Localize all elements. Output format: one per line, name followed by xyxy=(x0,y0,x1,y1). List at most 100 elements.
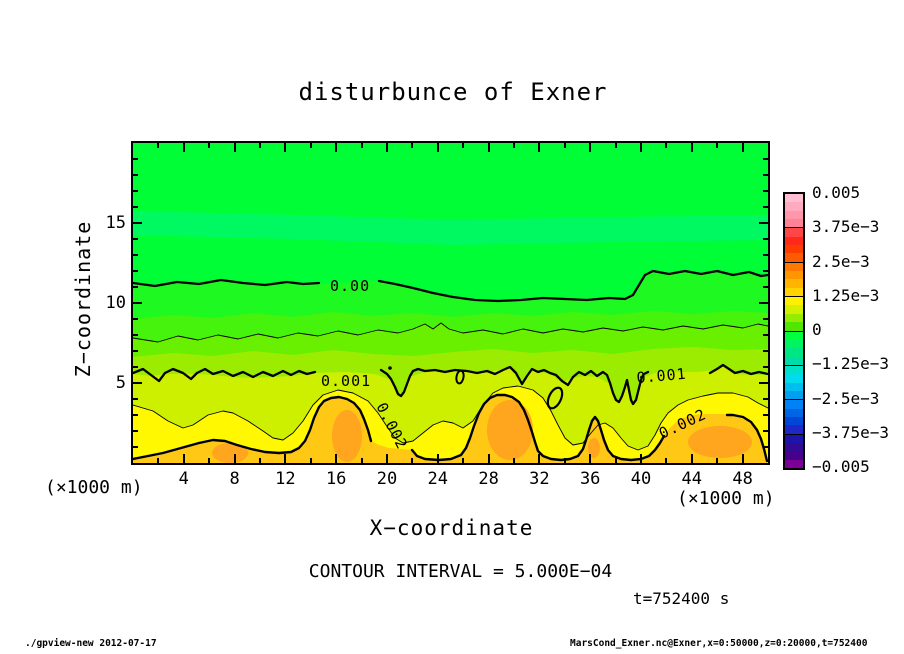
figure-title: disturbunce of Exner xyxy=(298,78,608,106)
colorbar xyxy=(783,192,805,470)
contour-line-0.001-mid xyxy=(379,365,650,406)
tick-mark xyxy=(386,454,388,463)
contour-label-zero: 0.00 xyxy=(330,277,370,295)
footer-command: ./gpview-new 2012-07-17 xyxy=(25,638,157,649)
tick-mark xyxy=(763,398,768,400)
colorbar-label: 0.005 xyxy=(812,183,861,202)
colorbar-segment xyxy=(785,261,803,297)
tick-mark xyxy=(133,286,138,288)
tick-mark xyxy=(133,318,138,320)
x-tick-label: 16 xyxy=(325,469,347,489)
x-tick-label: 24 xyxy=(427,469,449,489)
tick-mark xyxy=(133,190,138,192)
tick-mark xyxy=(133,366,138,368)
fill-core-orange-2 xyxy=(332,410,362,462)
y-tick-label: 10 xyxy=(105,293,126,313)
contour-field: 0.00 0.001 0.001 0.002 0.002 xyxy=(133,143,768,463)
tick-mark xyxy=(259,143,261,148)
tick-mark xyxy=(208,143,211,148)
tick-mark xyxy=(133,206,138,208)
x-tick-label: 8 xyxy=(229,469,240,489)
tick-mark xyxy=(763,350,768,352)
tick-mark xyxy=(360,458,363,463)
tick-mark xyxy=(335,454,338,463)
contour-line-0.002-mid xyxy=(410,393,666,462)
fill-band-orange xyxy=(133,395,768,463)
tick-mark xyxy=(763,158,768,160)
x-tick-label: 28 xyxy=(478,469,499,489)
tick-mark xyxy=(309,458,312,463)
tick-mark xyxy=(411,458,414,463)
fill-core-orange-3 xyxy=(487,400,533,460)
tick-mark xyxy=(133,270,138,272)
contour-label-one-left: 0.001 xyxy=(321,372,371,390)
contour-line-0.0005 xyxy=(133,322,768,343)
fill-core-orange-5 xyxy=(688,426,752,458)
tick-mark xyxy=(589,143,592,152)
tick-mark xyxy=(690,454,693,463)
tick-mark xyxy=(133,238,138,240)
colorbar-segment xyxy=(785,364,803,400)
contour-plot: 0.00 0.001 0.001 0.002 0.002 xyxy=(131,141,770,465)
tick-mark xyxy=(763,334,768,336)
tick-mark xyxy=(436,454,439,463)
x-tick-label: 48 xyxy=(732,469,753,489)
tick-mark xyxy=(763,190,768,192)
axis-ticks xyxy=(133,143,768,463)
tick-mark xyxy=(665,143,668,148)
tick-mark xyxy=(513,458,515,463)
footer-source: MarsCond_Exner.nc@Exner,x=0:50000,z=0:20… xyxy=(570,638,868,649)
tick-mark xyxy=(716,458,719,463)
contour-loop-large xyxy=(546,386,564,410)
tick-mark xyxy=(133,430,138,432)
tick-mark xyxy=(763,430,768,432)
tick-mark xyxy=(563,143,566,148)
tick-mark xyxy=(133,334,138,336)
contour-line-0.002-left xyxy=(133,395,373,461)
tick-mark xyxy=(335,143,338,152)
tick-mark xyxy=(133,302,142,304)
tick-mark xyxy=(763,318,768,320)
colorbar-segment xyxy=(785,227,803,262)
tick-mark xyxy=(741,143,744,152)
y-tick-label: 15 xyxy=(105,213,126,233)
tick-mark xyxy=(157,458,160,463)
tick-mark xyxy=(759,222,768,224)
contour-loop-small xyxy=(455,369,465,385)
tick-mark xyxy=(513,143,515,148)
time-stamp: t=752400 s xyxy=(633,589,730,608)
colorbar-label: 2.5e−3 xyxy=(812,251,870,271)
tick-mark xyxy=(386,143,388,152)
tick-mark xyxy=(411,143,414,148)
tick-mark xyxy=(763,206,768,208)
colorbar-label: −2.5e−3 xyxy=(812,388,880,408)
tick-mark xyxy=(716,143,719,148)
y-axis-unit: (×1000 m) xyxy=(45,477,143,498)
x-tick-label: 40 xyxy=(630,469,652,489)
tick-mark xyxy=(763,366,768,368)
tick-mark xyxy=(133,174,138,176)
fill-core-orange-1 xyxy=(212,443,248,463)
tick-mark xyxy=(538,143,541,152)
tick-mark xyxy=(133,350,138,352)
tick-mark xyxy=(360,143,363,148)
tick-mark xyxy=(233,454,236,463)
tick-mark xyxy=(759,302,768,304)
tick-mark xyxy=(182,454,185,463)
tick-mark xyxy=(763,446,768,448)
fill-core-orange-4 xyxy=(588,438,600,458)
tick-mark xyxy=(208,458,211,463)
tick-mark xyxy=(763,414,768,416)
colorbar-label: 3.75e−3 xyxy=(812,217,880,237)
x-tick-label: 32 xyxy=(529,469,550,489)
colorbar-segment xyxy=(785,194,803,228)
tick-mark xyxy=(690,143,693,152)
tick-mark xyxy=(284,454,287,463)
x-tick-label: 4 xyxy=(178,469,189,489)
contour-line-0.00-left xyxy=(133,278,321,288)
tick-mark xyxy=(133,158,138,160)
tick-mark xyxy=(133,414,138,416)
contour-line-0.002-right xyxy=(725,413,768,463)
tick-mark xyxy=(462,143,465,148)
